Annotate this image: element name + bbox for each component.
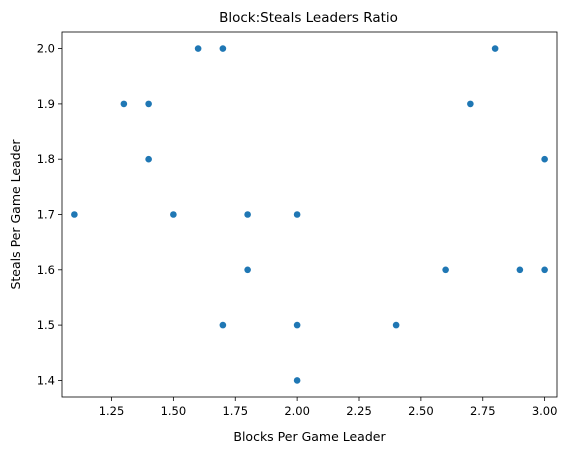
x-tick-label: 2.50 — [408, 404, 434, 418]
x-tick-label: 1.75 — [222, 404, 248, 418]
data-point-18 — [517, 267, 524, 274]
y-tick-label: 1.8 — [37, 152, 55, 166]
x-axis-label: Blocks Per Game Leader — [233, 429, 386, 444]
y-tick-label: 1.6 — [37, 263, 55, 277]
data-point-12 — [294, 322, 301, 329]
data-point-16 — [467, 101, 474, 108]
y-tick-label: 1.4 — [37, 373, 55, 387]
y-axis-label: Steals Per Game Leader — [8, 139, 23, 290]
x-tick-label: 1.25 — [99, 404, 125, 418]
y-tick-label: 2.0 — [37, 42, 55, 56]
x-tick-label: 2.25 — [346, 404, 372, 418]
data-point-2 — [121, 101, 128, 108]
data-point-5 — [170, 211, 177, 218]
data-point-9 — [244, 211, 251, 218]
data-point-15 — [442, 267, 449, 274]
data-point-3 — [145, 101, 152, 108]
data-point-17 — [492, 45, 499, 52]
data-point-13 — [294, 377, 301, 384]
x-tick-label: 1.50 — [161, 404, 187, 418]
data-point-7 — [220, 45, 227, 52]
x-tick-label: 2.00 — [284, 404, 310, 418]
y-tick-label: 1.5 — [37, 318, 55, 332]
x-tick-label: 3.00 — [532, 404, 558, 418]
data-point-20 — [541, 267, 548, 274]
y-tick-label: 1.7 — [37, 208, 55, 222]
data-point-8 — [220, 322, 227, 329]
x-tick-label: 2.75 — [470, 404, 496, 418]
data-point-4 — [145, 156, 152, 163]
data-point-6 — [195, 45, 202, 52]
chart-title: Block:Steals Leaders Ratio — [219, 10, 398, 26]
data-point-14 — [393, 322, 400, 329]
y-tick-label: 1.9 — [37, 97, 55, 111]
data-point-19 — [541, 156, 548, 163]
data-point-1 — [71, 211, 78, 218]
data-point-10 — [244, 267, 251, 274]
data-point-11 — [294, 211, 301, 218]
